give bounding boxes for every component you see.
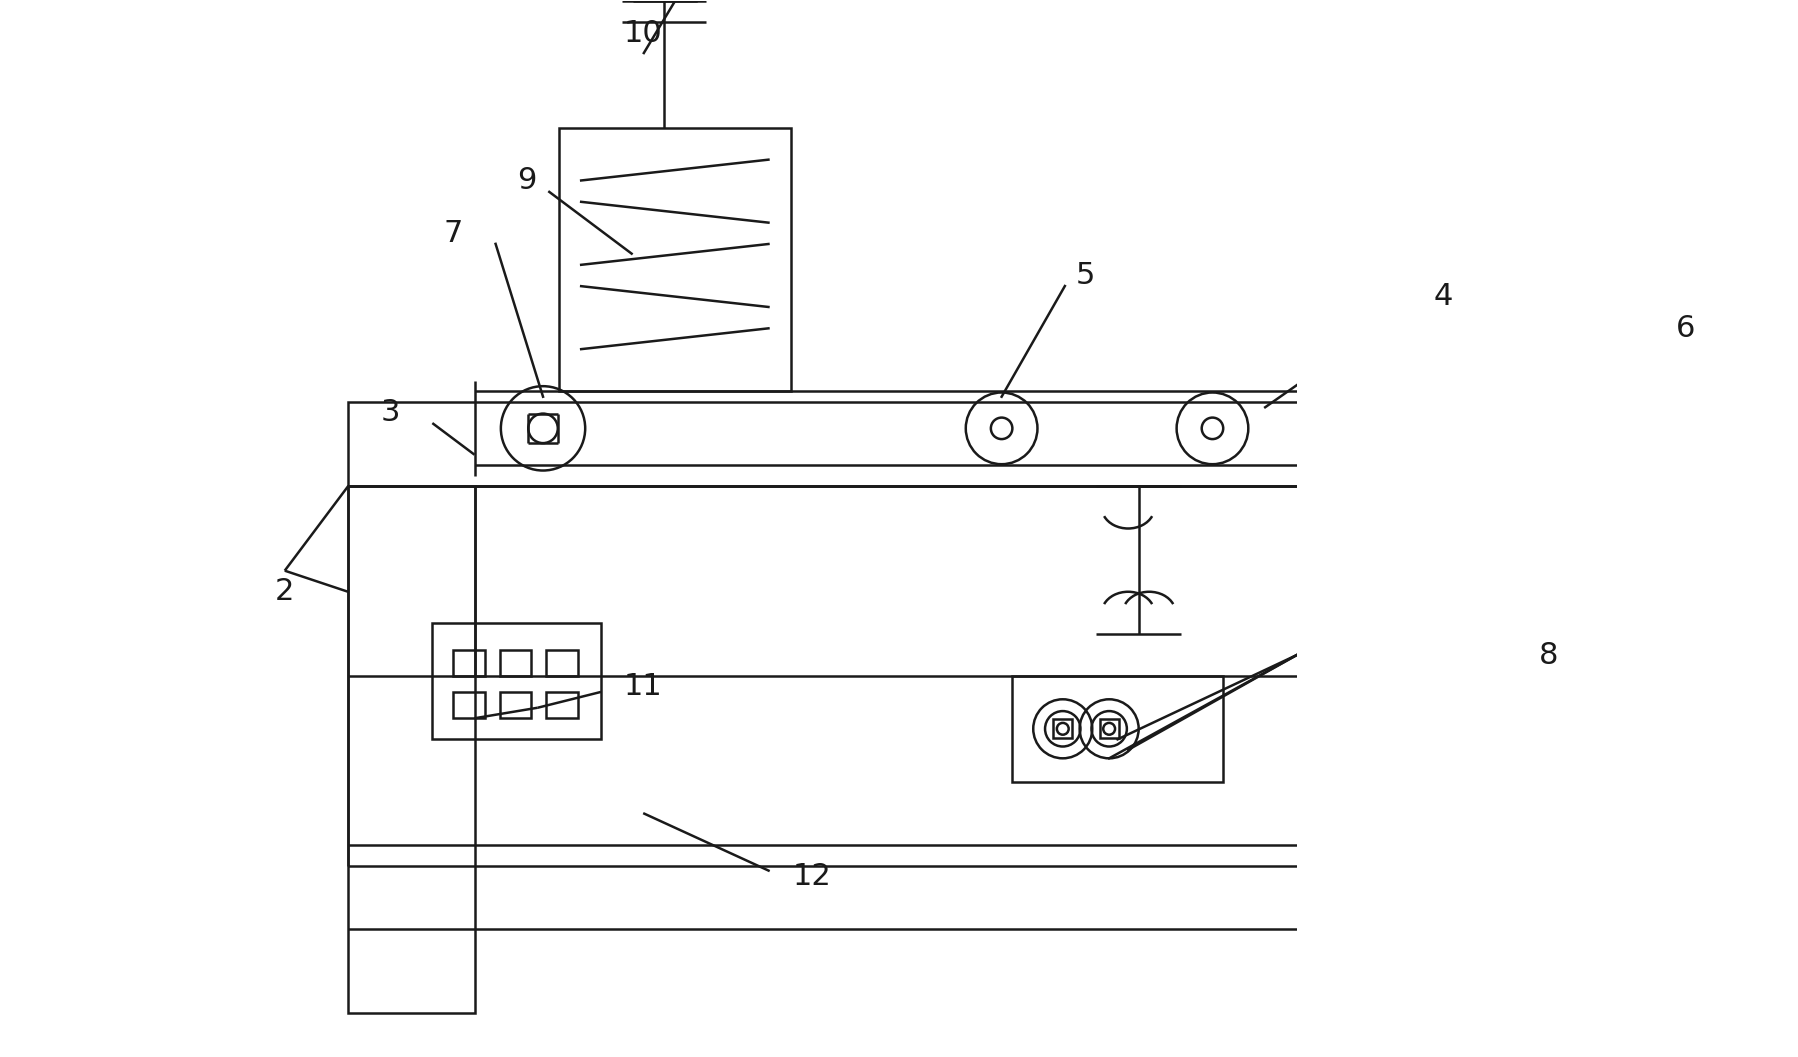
Text: 8: 8 (1539, 641, 1559, 669)
Text: 9: 9 (518, 166, 538, 196)
Bar (1100, 719, 1118, 739)
Bar (349, 486, 475, 1014)
Text: 5: 5 (1075, 261, 1095, 290)
Bar (432, 624, 601, 739)
Bar (547, 692, 577, 719)
Bar (453, 650, 485, 676)
Text: 4: 4 (1433, 282, 1453, 311)
Bar (547, 650, 577, 676)
Bar (1012, 676, 1223, 781)
Text: 12: 12 (793, 861, 831, 891)
Bar (559, 128, 791, 391)
Text: 11: 11 (624, 672, 662, 701)
Text: 2: 2 (275, 577, 295, 607)
Text: 10: 10 (624, 19, 662, 48)
Bar (349, 486, 1798, 866)
Bar (1054, 719, 1072, 739)
Bar (453, 692, 485, 719)
Text: 3: 3 (381, 398, 399, 427)
Text: 6: 6 (1676, 314, 1696, 342)
Bar (349, 402, 1798, 486)
Bar (500, 692, 532, 719)
Text: 7: 7 (444, 219, 464, 247)
Bar (500, 650, 532, 676)
Bar (633, 0, 696, 1)
